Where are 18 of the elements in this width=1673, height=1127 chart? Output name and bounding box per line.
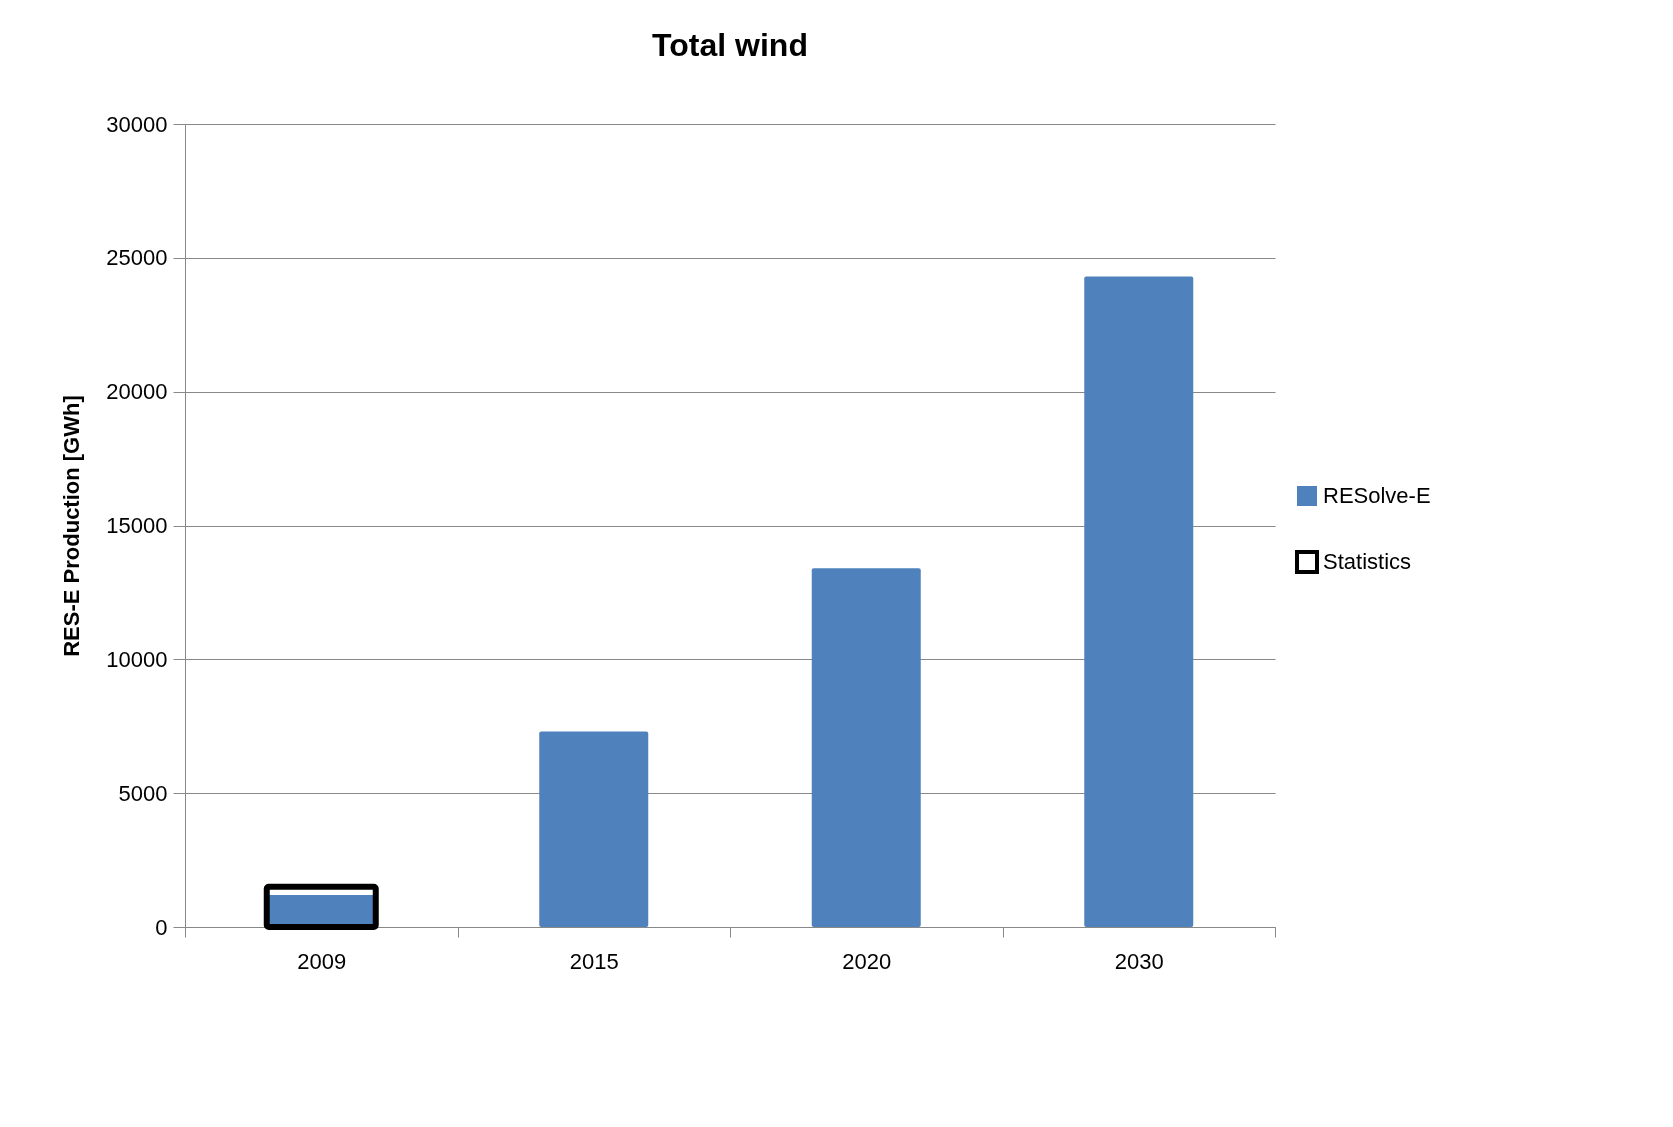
bar [539, 731, 649, 927]
chart-title: Total wind [652, 27, 808, 63]
y-tick-label: 20000 [106, 379, 168, 405]
legend-label: RESolve-E [1323, 483, 1431, 508]
y-tick-label: 5000 [118, 780, 168, 806]
bar [1084, 276, 1194, 927]
y-tick-label: 30000 [106, 111, 168, 137]
x-tick-label: 2009 [297, 948, 347, 974]
y-tick-label: 10000 [106, 646, 168, 672]
y-tick-label: 25000 [106, 245, 168, 271]
legend-label: Statistics [1323, 549, 1412, 574]
bar [811, 568, 921, 927]
x-tick-label: 2020 [842, 948, 892, 974]
x-tick-label: 2015 [569, 948, 619, 974]
y-tick-label: 15000 [106, 513, 168, 538]
y-axis-title: RES-E Production [GWh] [59, 395, 85, 657]
y-tick-label: 0 [155, 914, 168, 940]
x-tick-label: 2030 [1114, 948, 1164, 974]
